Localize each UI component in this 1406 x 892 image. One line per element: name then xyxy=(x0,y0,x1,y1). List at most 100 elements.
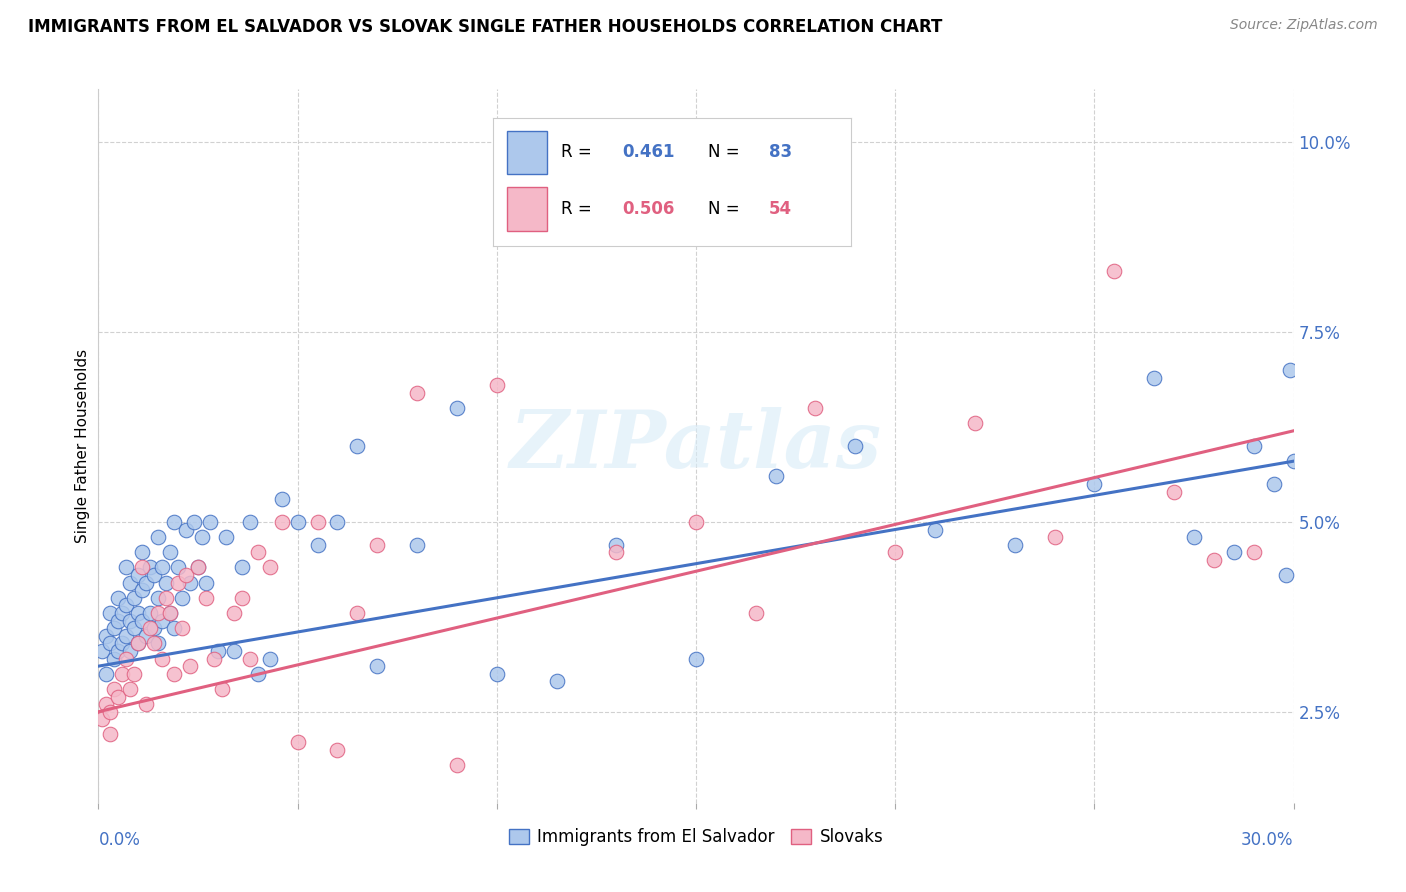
Point xyxy=(131,583,153,598)
Point xyxy=(605,545,627,559)
Point xyxy=(259,651,281,665)
Point xyxy=(155,575,177,590)
Point xyxy=(246,666,269,681)
Point xyxy=(143,568,166,582)
Point xyxy=(804,401,827,415)
Point xyxy=(307,538,329,552)
Point xyxy=(135,629,157,643)
Point xyxy=(127,606,149,620)
Point xyxy=(685,651,707,665)
Point xyxy=(485,666,508,681)
Point xyxy=(346,439,368,453)
Point xyxy=(1043,530,1066,544)
Point xyxy=(239,651,262,665)
Point xyxy=(270,515,292,529)
Point xyxy=(346,606,368,620)
Point xyxy=(1278,363,1301,377)
Point xyxy=(546,674,568,689)
Point xyxy=(406,538,429,552)
Point xyxy=(96,666,118,681)
Point xyxy=(155,591,177,605)
Point xyxy=(406,385,429,400)
Point xyxy=(202,651,225,665)
Point xyxy=(107,644,129,658)
Point xyxy=(884,545,907,559)
Point xyxy=(446,757,468,772)
Point xyxy=(239,515,262,529)
Point xyxy=(148,591,170,605)
Point xyxy=(259,560,281,574)
Point xyxy=(195,591,218,605)
Point xyxy=(115,560,138,574)
Point xyxy=(765,469,787,483)
Point xyxy=(107,690,129,704)
Point xyxy=(131,545,153,559)
Point xyxy=(139,621,162,635)
Text: ZIPatlas: ZIPatlas xyxy=(510,408,882,484)
Point xyxy=(159,606,181,620)
Text: IMMIGRANTS FROM EL SALVADOR VS SLOVAK SINGLE FATHER HOUSEHOLDS CORRELATION CHART: IMMIGRANTS FROM EL SALVADOR VS SLOVAK SI… xyxy=(28,18,942,36)
Point xyxy=(103,681,125,696)
Point xyxy=(103,621,125,635)
Point xyxy=(111,636,134,650)
Point xyxy=(215,530,238,544)
Point xyxy=(127,636,149,650)
Point xyxy=(1243,545,1265,559)
Point xyxy=(124,591,146,605)
Point xyxy=(98,636,122,650)
Point xyxy=(127,568,149,582)
Point xyxy=(111,666,134,681)
Point xyxy=(98,606,122,620)
Text: Source: ZipAtlas.com: Source: ZipAtlas.com xyxy=(1230,18,1378,32)
Point xyxy=(1202,553,1225,567)
Point xyxy=(139,560,162,574)
Point xyxy=(183,515,205,529)
Point xyxy=(163,621,186,635)
Point xyxy=(127,636,149,650)
Point xyxy=(124,621,146,635)
Point xyxy=(1104,264,1126,278)
Legend: Immigrants from El Salvador, Slovaks: Immigrants from El Salvador, Slovaks xyxy=(502,822,890,853)
Point xyxy=(172,621,194,635)
Point xyxy=(270,492,292,507)
Point xyxy=(1143,370,1166,384)
Point xyxy=(120,644,142,658)
Point xyxy=(924,523,946,537)
Point xyxy=(115,651,138,665)
Point xyxy=(546,211,568,226)
Point xyxy=(103,651,125,665)
Point xyxy=(150,614,173,628)
Point xyxy=(131,560,153,574)
Point xyxy=(143,621,166,635)
Point xyxy=(231,560,253,574)
Point xyxy=(148,530,170,544)
Point xyxy=(174,523,197,537)
Point xyxy=(1083,477,1105,491)
Point xyxy=(1282,454,1305,468)
Point xyxy=(159,545,181,559)
Point xyxy=(745,606,768,620)
Point xyxy=(207,644,229,658)
Point xyxy=(287,515,309,529)
Point xyxy=(98,705,122,719)
Point xyxy=(366,659,388,673)
Point xyxy=(485,378,508,392)
Point xyxy=(326,515,349,529)
Point xyxy=(111,606,134,620)
Point xyxy=(172,591,194,605)
Point xyxy=(115,629,138,643)
Point xyxy=(167,560,190,574)
Point xyxy=(187,560,209,574)
Point xyxy=(115,599,138,613)
Point xyxy=(326,742,349,756)
Point xyxy=(159,606,181,620)
Point xyxy=(135,575,157,590)
Point xyxy=(135,697,157,711)
Point xyxy=(191,530,214,544)
Point xyxy=(1182,530,1205,544)
Point xyxy=(685,515,707,529)
Point xyxy=(179,659,201,673)
Point xyxy=(307,515,329,529)
Point xyxy=(91,644,114,658)
Point xyxy=(605,538,627,552)
